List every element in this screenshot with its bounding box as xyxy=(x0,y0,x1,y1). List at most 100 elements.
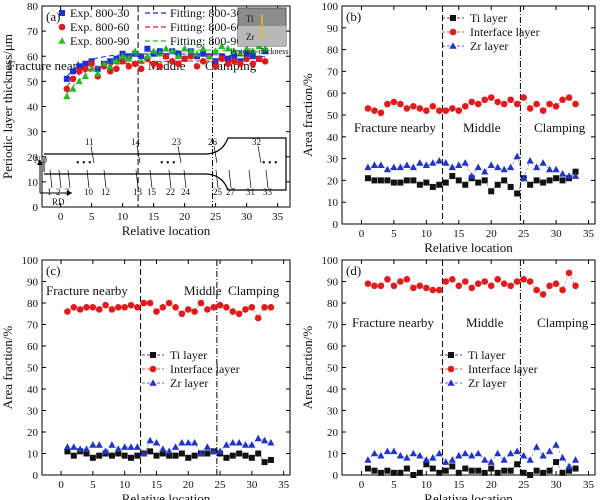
data-point xyxy=(224,44,232,52)
data-point xyxy=(88,60,95,68)
data-point xyxy=(377,109,385,117)
legend-marker xyxy=(59,10,65,16)
data-point xyxy=(121,304,128,311)
data-point xyxy=(370,161,379,168)
y-tick-label: 10 xyxy=(27,177,39,189)
data-point xyxy=(212,47,220,55)
data-point xyxy=(254,434,262,442)
data-point xyxy=(89,304,97,311)
data-point xyxy=(487,458,495,465)
y-tick-label: 20 xyxy=(27,152,39,164)
y-tick-label: 30 xyxy=(327,154,339,166)
x-tick-label: 25 xyxy=(215,479,227,491)
data-point xyxy=(131,47,139,55)
y-tick-label: 0 xyxy=(333,219,339,231)
data-point xyxy=(229,308,237,315)
y-tick-label: 10 xyxy=(27,449,39,461)
data-point xyxy=(455,107,463,114)
pointer-line xyxy=(49,169,53,189)
data-point xyxy=(481,469,488,476)
ellipsis: • • • xyxy=(76,158,92,169)
data-point xyxy=(76,445,84,452)
data-point xyxy=(423,107,430,114)
pointer-line xyxy=(183,169,187,189)
data-point xyxy=(572,465,579,472)
data-point xyxy=(191,308,198,315)
data-point xyxy=(429,286,437,294)
data-point xyxy=(500,456,508,463)
pointer-line xyxy=(149,169,153,189)
data-point xyxy=(501,177,508,184)
data-point xyxy=(436,469,443,476)
specimen-outline xyxy=(44,137,287,191)
data-point xyxy=(403,276,411,283)
data-point xyxy=(70,68,76,75)
data-point xyxy=(455,451,463,459)
data-point xyxy=(236,450,243,457)
data-point xyxy=(546,467,553,474)
data-point xyxy=(191,438,199,446)
data-point xyxy=(475,179,482,186)
y-axis-label: Area fraction/% xyxy=(300,73,315,157)
data-point xyxy=(552,280,560,287)
data-point xyxy=(94,70,102,77)
y-tick-label: 30 xyxy=(327,406,339,418)
position-number: 23 xyxy=(172,137,182,147)
position-number: 33 xyxy=(263,187,273,197)
data-point xyxy=(416,282,424,290)
inset-zr-label: Zr xyxy=(246,32,255,42)
x-tick-label: 5 xyxy=(90,479,96,491)
data-point xyxy=(63,443,72,450)
data-point xyxy=(121,443,129,450)
data-point xyxy=(546,177,553,184)
data-point xyxy=(390,447,398,455)
data-point xyxy=(416,451,424,459)
x-tick-label: 30 xyxy=(551,479,563,491)
series-ti-layer xyxy=(364,459,579,478)
data-point xyxy=(153,308,160,315)
data-point xyxy=(210,447,218,455)
x-tick-label: 15 xyxy=(453,228,465,240)
series-zr-layer xyxy=(364,152,580,182)
data-point xyxy=(140,299,148,307)
legend-label: Ti layer xyxy=(468,348,505,362)
x-tick-label: 30 xyxy=(241,211,253,223)
data-point xyxy=(76,63,83,70)
data-point xyxy=(468,172,476,179)
data-point xyxy=(377,161,385,168)
data-point xyxy=(371,177,378,184)
y-tick-label: 20 xyxy=(327,175,339,187)
region-label: Fracture nearby xyxy=(354,120,436,135)
data-point xyxy=(81,72,89,80)
data-point xyxy=(127,443,135,450)
data-point xyxy=(461,102,469,110)
data-point xyxy=(248,454,255,461)
data-point xyxy=(199,57,207,65)
data-point xyxy=(63,92,71,100)
legend-marker xyxy=(448,352,454,358)
data-point xyxy=(82,445,91,452)
data-point xyxy=(243,50,250,57)
data-point xyxy=(442,179,449,186)
y-tick-label: 30 xyxy=(27,406,39,418)
data-point xyxy=(255,55,263,63)
data-point xyxy=(403,454,411,461)
data-point xyxy=(526,278,534,285)
legend-marker xyxy=(149,379,157,386)
data-point xyxy=(552,165,560,173)
data-point xyxy=(539,107,547,114)
data-point xyxy=(223,304,230,311)
data-point xyxy=(267,304,275,311)
legend-label: Exp. 800-60 xyxy=(70,20,129,34)
y-tick-label: 50 xyxy=(27,363,39,375)
data-point xyxy=(114,445,122,452)
x-tick-label: 15 xyxy=(148,211,160,223)
data-point xyxy=(178,310,186,318)
data-point xyxy=(553,459,560,466)
data-point xyxy=(423,461,430,468)
data-point xyxy=(115,450,122,457)
x-tick-label: 0 xyxy=(58,479,64,491)
data-point xyxy=(397,469,404,476)
